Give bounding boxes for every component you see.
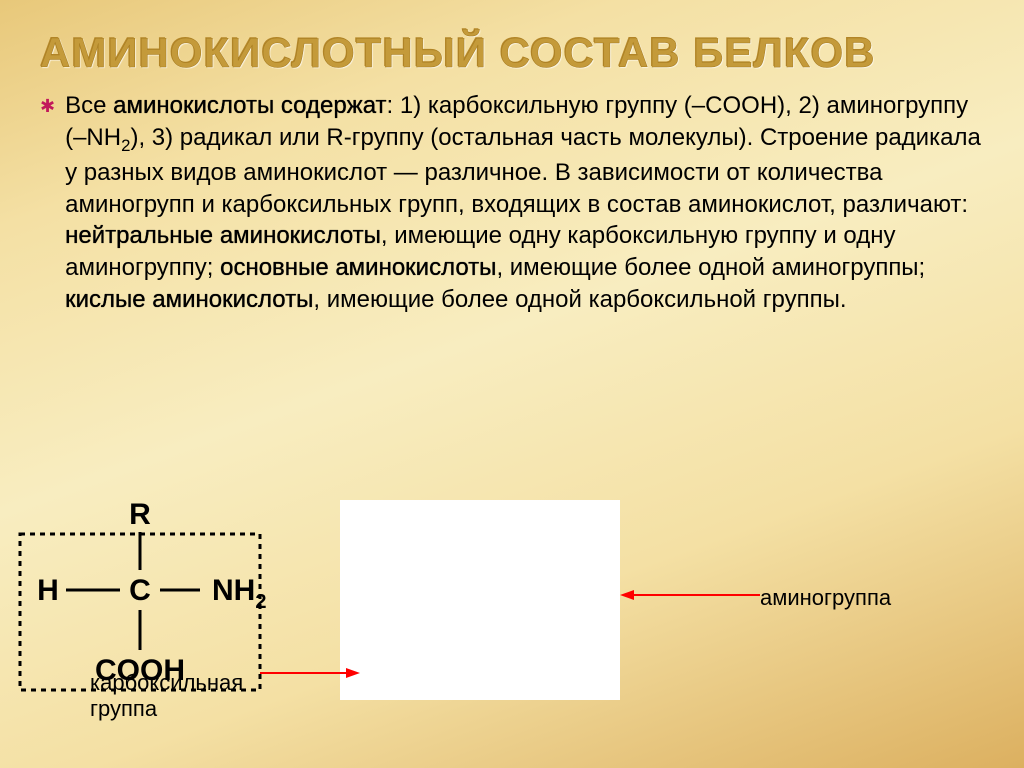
body-paragraph: Все аминокислоты содержат: 1) карбоксиль… [65, 90, 984, 315]
formula-r: R [129, 500, 151, 531]
p-e4: кислые аминокислоты [65, 286, 313, 313]
formula-c: C [129, 574, 151, 607]
label-carboxyl: карбоксильная группа [90, 670, 243, 723]
p-e1: аминокислоты содержат [113, 92, 386, 119]
arrow-amino [620, 588, 760, 602]
p-e3: основные аминокислоты [220, 254, 496, 281]
p-t5: , имеющие более одной аминогруппы; [496, 254, 925, 281]
p-t3: ), 3) радикал или R-группу (остальная ча… [65, 124, 981, 218]
arrow-carboxyl [260, 666, 360, 680]
slide: АМИНОКИСЛОТНЫЙ СОСТАВ БЕЛКОВ ✱ Все амино… [0, 0, 1024, 768]
formula-box [340, 500, 620, 700]
label-amino: аминогруппа [760, 585, 891, 611]
body-wrap: ✱ Все аминокислоты содержат: 1) карбокси… [40, 90, 984, 315]
p-t1: Все [65, 92, 113, 119]
formula-nh2: NH [212, 574, 255, 607]
bullet-icon: ✱ [40, 96, 55, 117]
slide-title: АМИНОКИСЛОТНЫЙ СОСТАВ БЕЛКОВ [40, 30, 984, 76]
p-t6: , имеющие более одной карбоксильной груп… [313, 286, 846, 313]
diagram-area: R H C NH2 COOH аминогруппа карбоксильная… [0, 500, 1024, 750]
p-e2: нейтральные аминокислоты [65, 222, 381, 249]
svg-text:NH2: NH2 [212, 574, 266, 613]
formula-h: H [37, 574, 59, 607]
